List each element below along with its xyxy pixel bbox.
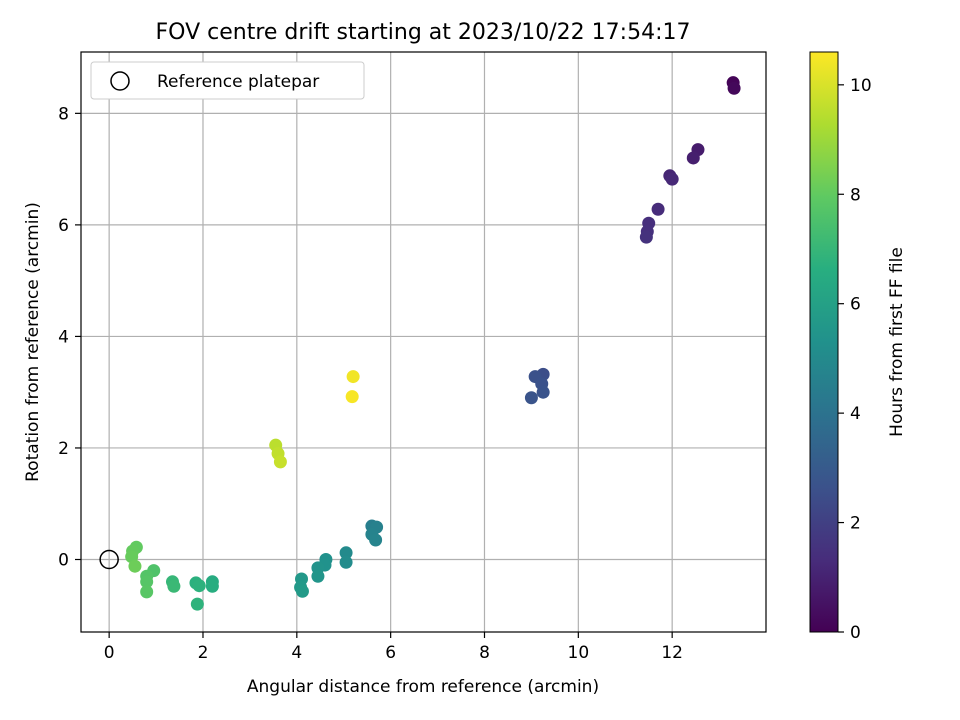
data-point [140,585,154,599]
x-tick-label: 10 [568,643,590,663]
grid [81,52,766,632]
x-tick-label: 6 [385,643,396,663]
data-point [140,575,154,589]
data-point [369,533,383,547]
data-point [346,370,360,384]
y-tick-label: 4 [58,327,69,347]
data-point [524,391,538,405]
y-axis: 0 2 4 6 8 [58,104,81,571]
colorbar-tick-label: 10 [850,76,872,96]
data-point [128,559,142,573]
x-tick-label: 12 [661,643,683,663]
chart-title: FOV centre drift starting at 2023/10/22 … [156,20,691,45]
data-point [190,597,204,611]
data-point [339,546,353,560]
data-point [295,584,309,598]
data-point [339,555,353,569]
legend-label: Reference platepar [157,72,319,92]
y-tick-label: 2 [58,439,69,459]
colorbar-tick-label: 2 [850,514,861,534]
colorbar-tick-label: 4 [850,404,861,424]
data-point [311,569,325,583]
y-tick-label: 6 [58,216,69,236]
colorbar-ticks: 0 2 4 6 8 10 [838,76,872,643]
y-axis-label: Rotation from reference (arcmin) [23,202,43,482]
data-point [665,172,679,186]
data-point [639,230,653,244]
data-points [125,76,741,611]
legend: Reference platepar [90,61,365,100]
y-tick-label: 8 [58,104,69,124]
data-point [192,579,206,593]
legend-box [90,61,365,100]
x-axis-label: Angular distance from reference (arcmin) [247,677,599,697]
data-point [536,385,550,399]
data-point [205,579,219,593]
plot-frame [80,51,767,633]
x-tick-label: 2 [198,643,209,663]
data-point [273,455,287,469]
legend-marker [110,71,130,91]
colorbar-tick-label: 6 [850,295,861,315]
x-axis: 0 2 4 6 8 10 12 [104,632,683,663]
x-tick-label: 4 [291,643,302,663]
data-point [727,81,741,95]
data-point [167,579,181,593]
y-tick-label: 0 [58,551,69,571]
colorbar-tick-label: 8 [850,185,861,205]
data-point [651,202,665,216]
reference-marker [99,549,119,570]
colorbar-tick-label: 0 [850,623,861,643]
x-tick-label: 0 [104,643,115,663]
data-point [686,151,700,165]
x-tick-label: 8 [479,643,490,663]
colorbar [809,51,839,633]
data-point [345,390,359,404]
colorbar-label: Hours from first FF file [887,247,907,437]
